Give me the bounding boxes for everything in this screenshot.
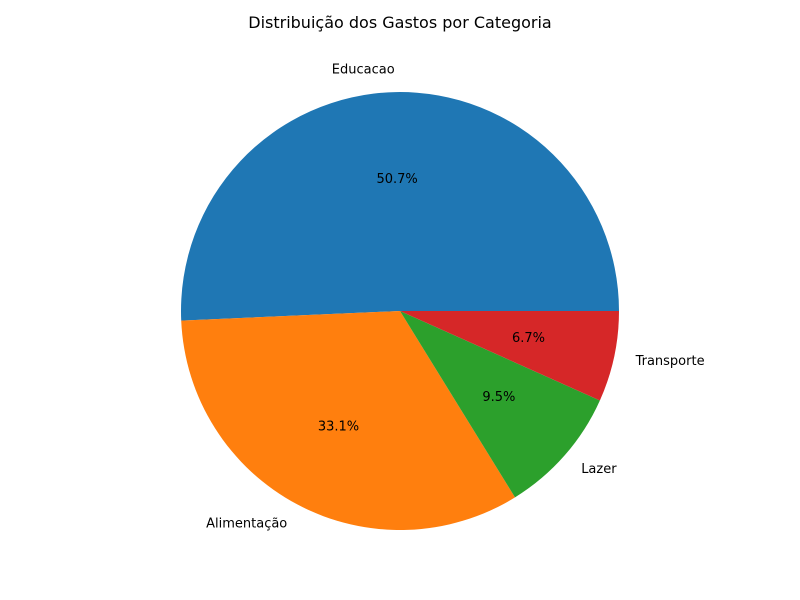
slice-label-transporte: Transporte — [635, 354, 705, 369]
pie-slice-alimentacao — [181, 311, 516, 531]
slice-label-educacao: Educacao — [332, 63, 395, 78]
percent-label-lazer: 9.5% — [482, 390, 515, 405]
percent-label-educacao: 50.7% — [376, 172, 417, 187]
pie-slice-lazer — [400, 311, 600, 498]
slice-label-lazer: Lazer — [581, 462, 617, 477]
pie-slices — [180, 92, 619, 531]
percent-label-transporte: 6.7% — [512, 331, 545, 346]
pie-labels: Educacao 50.7% Alimentação 33.1% Lazer 9.5% Tr… — [206, 63, 704, 532]
percent-label-alimentacao: 33.1% — [318, 420, 359, 435]
pie-slice-transporte — [400, 311, 619, 401]
pie-slice-educacao — [180, 92, 619, 321]
chart-title: Distribuição dos Gastos por Categoria — [248, 13, 551, 32]
slice-label-alimentacao: Alimentação — [206, 516, 287, 531]
